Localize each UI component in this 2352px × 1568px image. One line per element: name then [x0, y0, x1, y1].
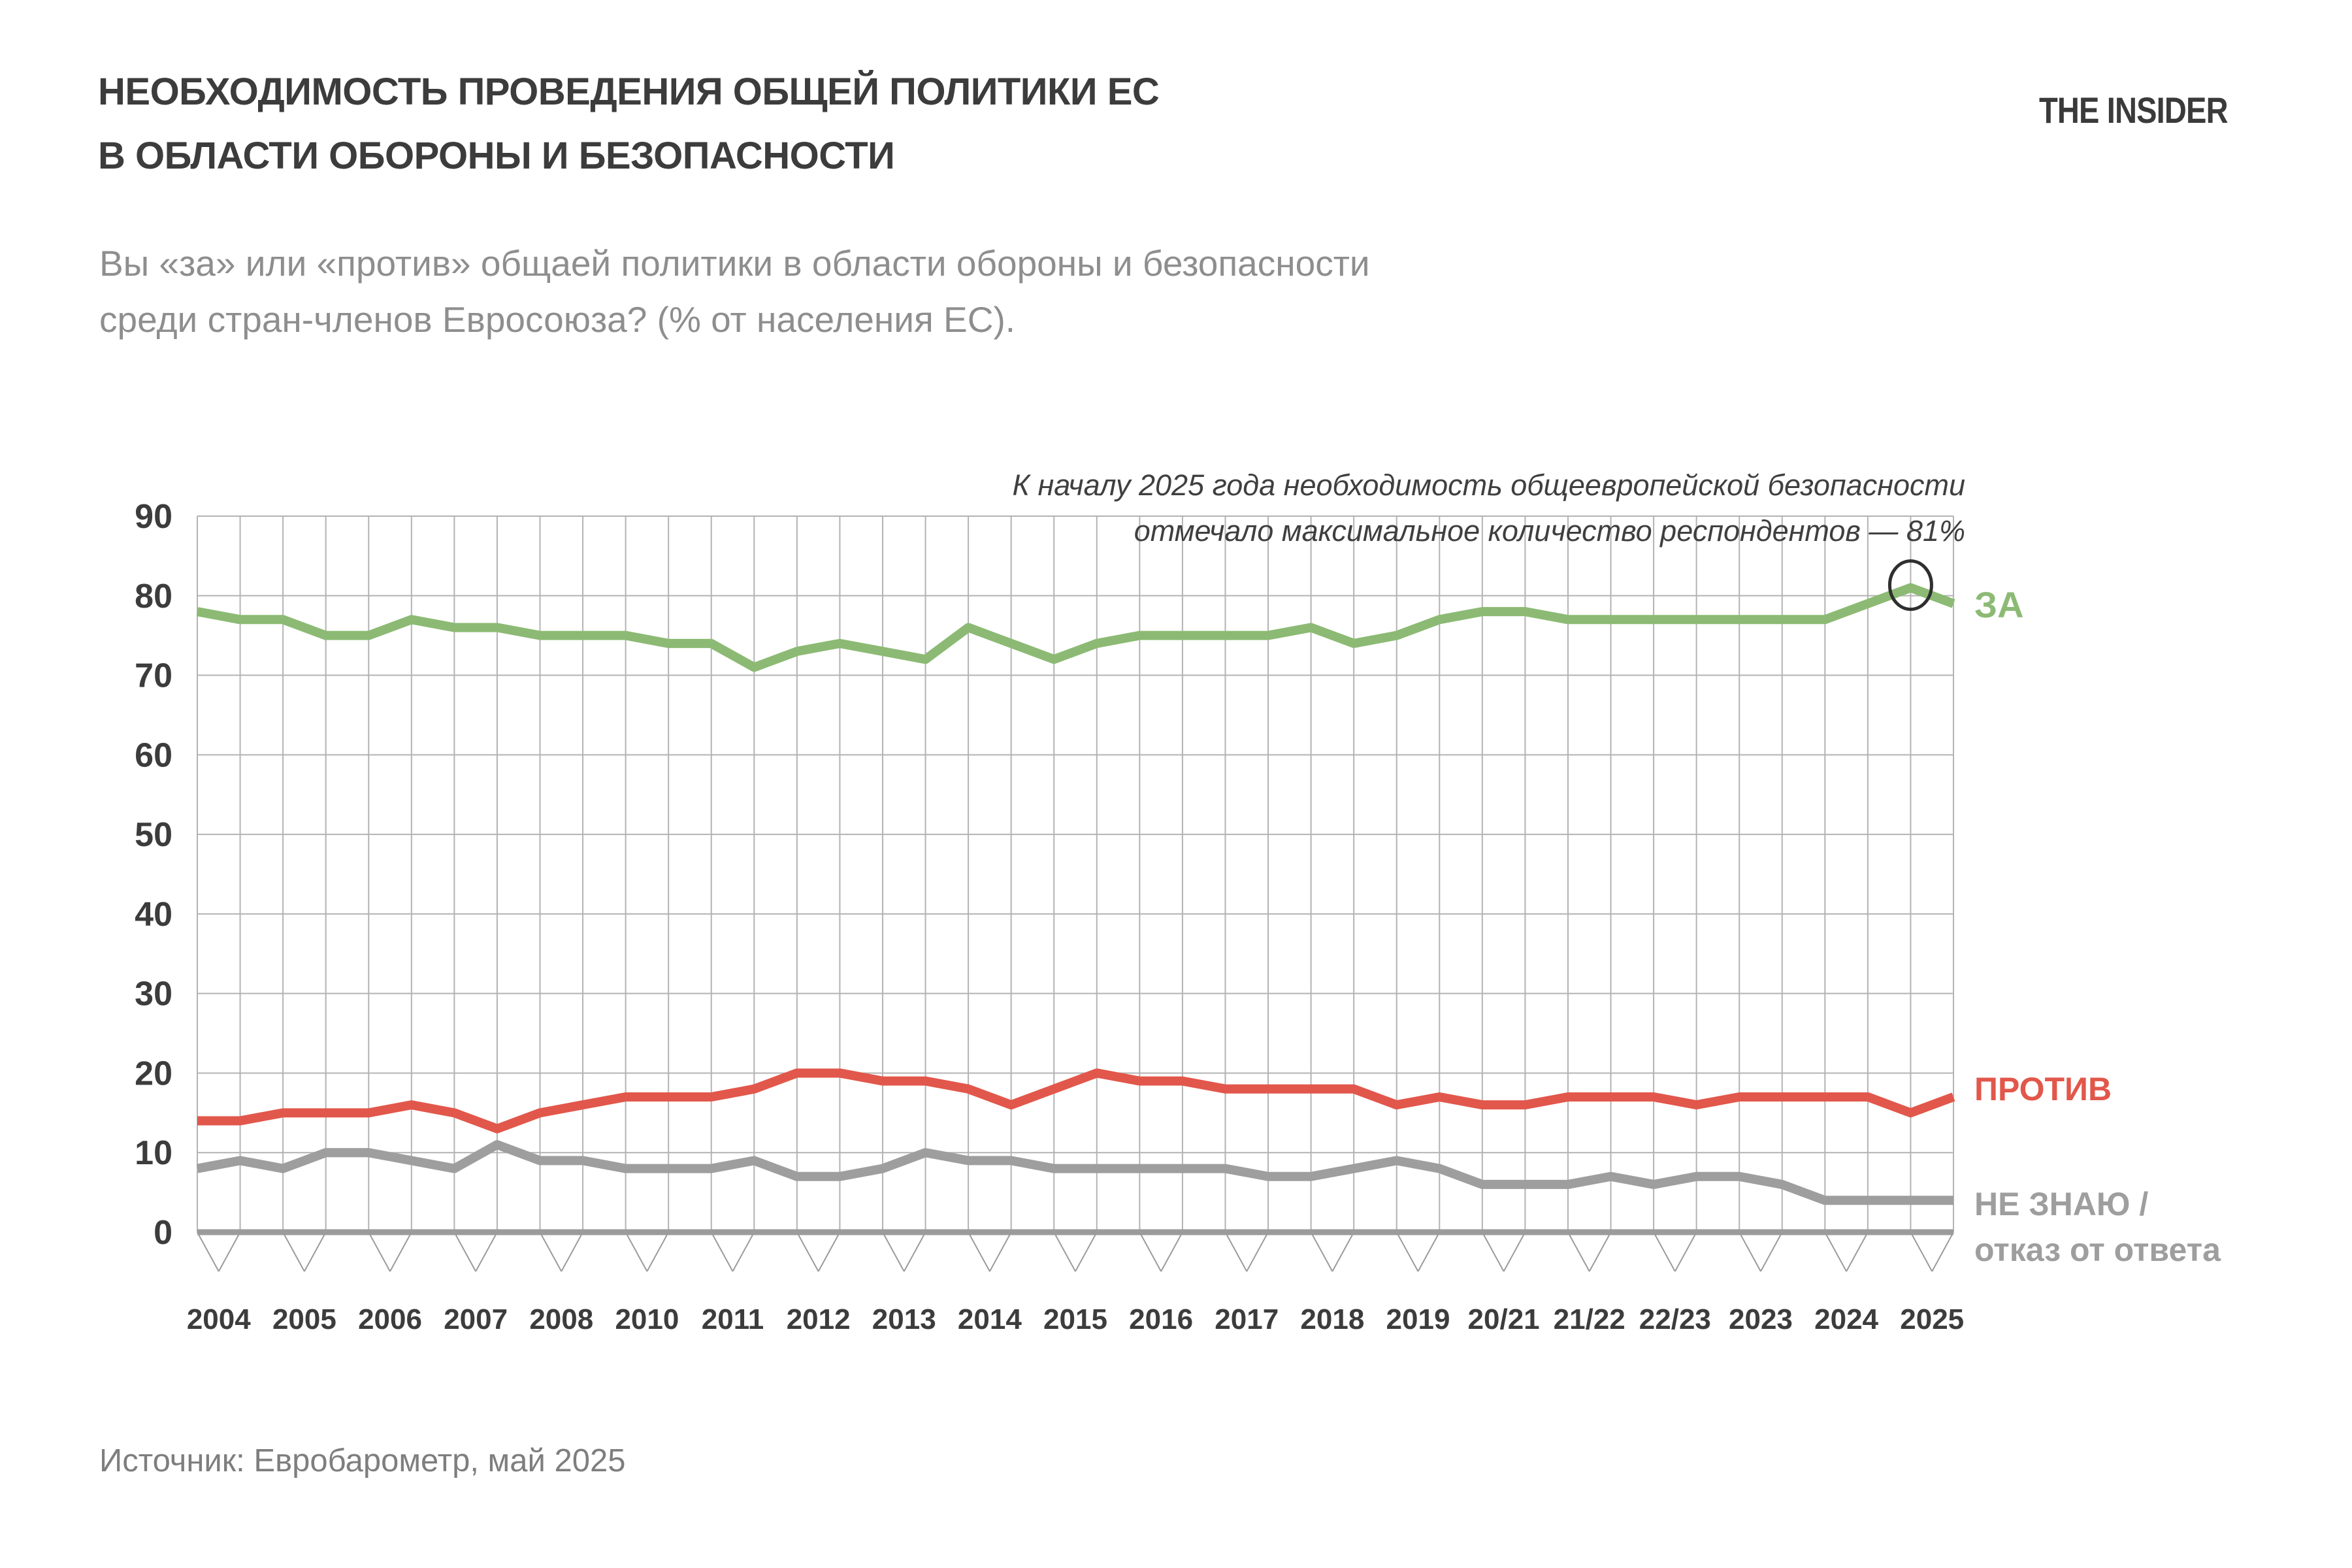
svg-text:70: 70 [135, 657, 172, 695]
svg-text:2004: 2004 [187, 1303, 251, 1335]
svg-text:2012: 2012 [787, 1303, 851, 1335]
chart-subtitle: Вы «за» или «против» общаей политики в о… [99, 235, 1370, 348]
svg-text:20/21: 20/21 [1468, 1303, 1540, 1335]
neznayu-series-line [196, 1140, 1953, 1205]
chart-subtitle-line2: среди стран-членов Евросоюза? (% от насе… [99, 299, 1016, 340]
source-caption: Источник: Евробарометр, май 2025 [99, 1443, 626, 1478]
svg-text:80: 80 [135, 578, 172, 615]
x-axis-ticks [197, 1232, 1954, 1272]
svg-text:2015: 2015 [1043, 1303, 1107, 1335]
svg-text:2023: 2023 [1729, 1303, 1793, 1335]
svg-text:2017: 2017 [1215, 1303, 1279, 1335]
vertical-gridlines [197, 516, 1954, 1232]
svg-text:2024: 2024 [1814, 1303, 1878, 1335]
legend-label-neznayu: НЕ ЗНАЮ / отказ от ответа [1974, 1181, 2221, 1273]
svg-text:60: 60 [135, 736, 172, 774]
svg-text:2013: 2013 [872, 1303, 936, 1335]
svg-text:2006: 2006 [358, 1303, 422, 1335]
svg-text:40: 40 [135, 896, 172, 934]
chart-subtitle-line1: Вы «за» или «против» общаей политики в о… [99, 243, 1370, 284]
page-title-line1: НЕОБХОДИМОСТЬ ПРОВЕДЕНИЯ ОБЩЕЙ ПОЛИТИКИ … [98, 71, 1160, 113]
svg-text:2016: 2016 [1129, 1303, 1193, 1335]
svg-text:2007: 2007 [444, 1303, 508, 1335]
svg-text:90: 90 [135, 498, 172, 536]
y-axis-labels: 0 10 20 30 40 50 60 70 80 90 [135, 498, 172, 1252]
svg-text:2025: 2025 [1900, 1303, 1964, 1335]
svg-text:2008: 2008 [529, 1303, 593, 1335]
svg-text:2010: 2010 [615, 1303, 679, 1335]
protiv-series-line [197, 1068, 1955, 1134]
page-title-line2: В ОБЛАСТИ ОБОРОНЫ И БЕЗОПАСНОСТИ [98, 135, 895, 177]
peak-annotation-line1: К началу 2025 года необходимость общеевр… [1012, 468, 1965, 502]
page-title: НЕОБХОДИМОСТЬ ПРОВЕДЕНИЯ ОБЩЕЙ ПОЛИТИКИ … [98, 60, 1160, 188]
legend-label-neznayu-line2: отказ от ответа [1974, 1232, 2221, 1268]
svg-text:30: 30 [135, 975, 172, 1013]
brand-logo: THE INSIDER [2039, 90, 2229, 131]
peak-annotation: К началу 2025 года необходимость общеевр… [1012, 463, 1965, 554]
svg-text:0: 0 [154, 1214, 172, 1252]
svg-text:2018: 2018 [1300, 1303, 1364, 1335]
x-axis-labels: 2004 2005 2006 2007 2008 2010 2011 2012 2013 2014… [187, 1303, 1964, 1335]
svg-text:21/22: 21/22 [1554, 1303, 1625, 1335]
svg-text:2005: 2005 [272, 1303, 336, 1335]
svg-text:2019: 2019 [1386, 1303, 1450, 1335]
svg-text:22/23: 22/23 [1639, 1303, 1711, 1335]
svg-text:2014: 2014 [958, 1303, 1022, 1335]
legend-label-protiv: ПРОТИВ [1974, 1071, 2112, 1107]
svg-text:50: 50 [135, 816, 172, 854]
svg-text:20: 20 [135, 1054, 172, 1092]
highlight-circle [1887, 559, 1933, 612]
legend-label-za: ЗА [1974, 584, 2024, 625]
legend-label-neznayu-line1: НЕ ЗНАЮ / [1974, 1186, 2149, 1222]
za-series-line [196, 583, 1955, 672]
horizontal-gridlines [197, 515, 1953, 1235]
svg-text:10: 10 [135, 1134, 172, 1172]
svg-text:2011: 2011 [702, 1303, 764, 1335]
peak-annotation-line2: отмечало максимальное количество респонд… [1134, 514, 1965, 547]
